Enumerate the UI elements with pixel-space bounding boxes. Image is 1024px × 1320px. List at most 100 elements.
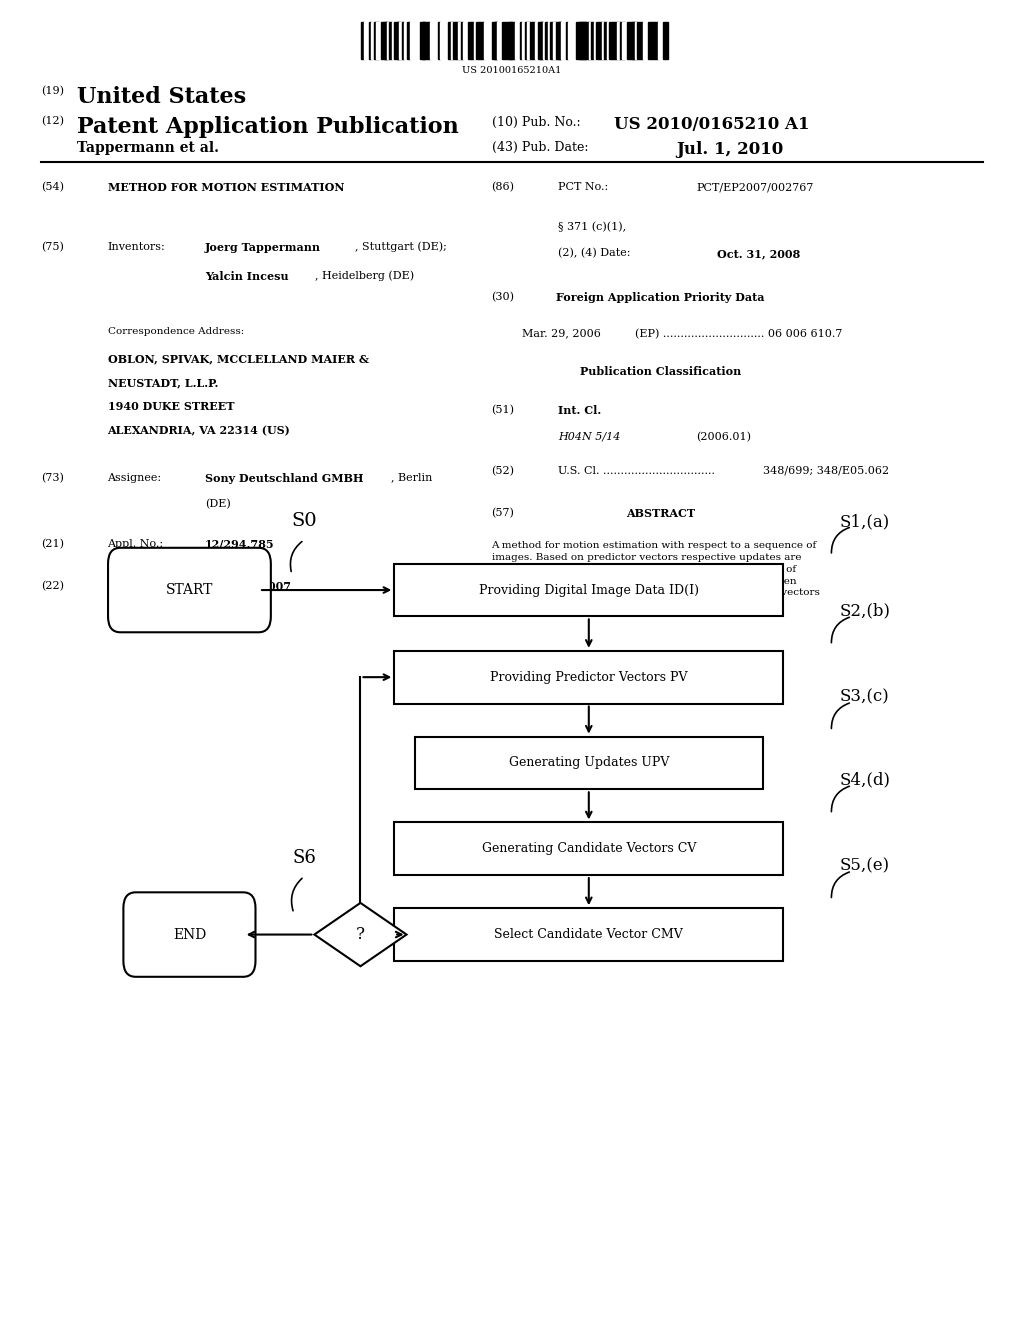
Bar (545, 22, 548, 59)
Bar (387, 22, 389, 59)
Bar (640, 22, 643, 59)
Text: 1940 DUKE STREET: 1940 DUKE STREET (108, 401, 234, 412)
Text: ?: ? (356, 927, 365, 942)
Bar (606, 22, 609, 59)
Bar (645, 22, 650, 59)
Bar (486, 22, 489, 59)
Bar (412, 22, 415, 59)
Bar (512, 22, 514, 59)
Bar (492, 22, 497, 59)
Bar (418, 22, 420, 59)
Bar (517, 22, 519, 59)
Bar (553, 22, 555, 59)
Bar (422, 22, 425, 59)
Bar (394, 651, 783, 704)
Text: (57): (57) (492, 508, 514, 519)
Bar (589, 22, 594, 59)
Bar (497, 22, 502, 59)
Bar (442, 22, 445, 59)
Bar (463, 22, 469, 59)
Bar (504, 22, 507, 59)
Text: S0: S0 (291, 512, 317, 531)
Bar (543, 22, 548, 59)
Text: Generating Updates UPV: Generating Updates UPV (509, 756, 669, 770)
Bar (551, 22, 555, 59)
Bar (614, 22, 620, 59)
Bar (415, 737, 763, 789)
Bar (377, 22, 381, 59)
Text: (DE): (DE) (205, 499, 230, 510)
Text: US 20100165210A1: US 20100165210A1 (462, 66, 562, 75)
Text: (12): (12) (41, 116, 63, 127)
Bar (425, 22, 428, 59)
Bar (399, 22, 401, 59)
Bar (473, 22, 476, 59)
Bar (522, 22, 524, 59)
Text: (51): (51) (492, 405, 514, 416)
Bar (558, 22, 560, 59)
Bar (489, 22, 492, 59)
Text: (75): (75) (41, 242, 63, 252)
Bar (632, 22, 637, 59)
Bar (449, 22, 453, 59)
Text: Publication Classification: Publication Classification (580, 366, 741, 376)
Bar (430, 22, 435, 59)
Text: Mar. 28, 2007: Mar. 28, 2007 (205, 581, 291, 591)
Bar (573, 22, 575, 59)
Bar (548, 22, 553, 59)
Bar (571, 22, 575, 59)
Bar (650, 22, 653, 59)
Text: Jul. 1, 2010: Jul. 1, 2010 (676, 141, 783, 158)
Text: METHOD FOR MOTION ESTIMATION: METHOD FOR MOTION ESTIMATION (108, 182, 344, 193)
Text: , Heidelberg (DE): , Heidelberg (DE) (315, 271, 415, 281)
Bar (459, 22, 463, 59)
Text: PCT No.:: PCT No.: (558, 182, 608, 193)
Text: (10) Pub. No.:: (10) Pub. No.: (492, 116, 581, 129)
Text: Providing Digital Image Data ID(I): Providing Digital Image Data ID(I) (479, 583, 698, 597)
Text: H04N 5/14: H04N 5/14 (558, 432, 621, 442)
Text: Oct. 31, 2008: Oct. 31, 2008 (717, 248, 800, 259)
Bar (568, 22, 570, 59)
Bar (432, 22, 435, 59)
Bar (604, 22, 606, 59)
Bar (532, 22, 535, 59)
Text: 12/294,785: 12/294,785 (205, 539, 274, 549)
Bar (415, 22, 418, 59)
Bar (565, 22, 568, 59)
Text: 348/699; 348/E05.062: 348/699; 348/E05.062 (763, 466, 889, 477)
Bar (509, 22, 512, 59)
Bar (466, 22, 468, 59)
Text: Sony Deutschland GMBH: Sony Deutschland GMBH (205, 473, 364, 483)
Text: Appl. No.:: Appl. No.: (108, 539, 164, 549)
Text: (21): (21) (41, 539, 63, 549)
Bar (655, 22, 657, 59)
Text: S6: S6 (292, 849, 316, 867)
Bar (374, 22, 379, 59)
Text: Correspondence Address:: Correspondence Address: (108, 327, 244, 337)
Bar (360, 22, 364, 59)
Bar (404, 22, 410, 59)
Text: (86): (86) (492, 182, 514, 193)
Bar (555, 22, 561, 59)
Bar (494, 22, 497, 59)
Bar (519, 22, 522, 59)
Bar (389, 22, 391, 59)
Text: PCT Filed:: PCT Filed: (108, 581, 167, 591)
Bar (379, 22, 381, 59)
Text: Patent Application Publication: Patent Application Publication (77, 116, 459, 139)
Bar (371, 22, 374, 59)
Bar (367, 22, 369, 59)
Bar (653, 22, 655, 59)
Text: (52): (52) (492, 466, 514, 477)
Bar (664, 22, 668, 59)
Text: United States: United States (77, 86, 246, 108)
Bar (660, 22, 666, 59)
Bar (394, 908, 783, 961)
Text: (30): (30) (492, 292, 514, 302)
Text: US 2010/0165210 A1: US 2010/0165210 A1 (614, 116, 810, 133)
Bar (394, 22, 399, 59)
Text: Tappermann et al.: Tappermann et al. (77, 141, 219, 156)
Bar (358, 22, 360, 59)
Text: Inventors:: Inventors: (108, 242, 165, 252)
Bar (420, 22, 425, 59)
